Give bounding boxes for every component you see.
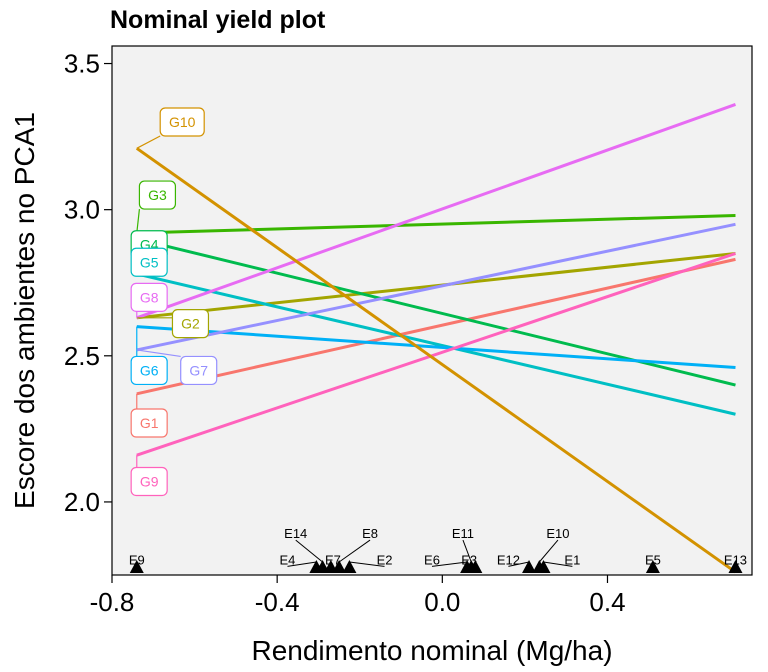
environment-markers: E9 E4 E14 E7 E8 E2 E6 E11 E3 E12 E10 E1 E5 E13 xyxy=(129,526,747,573)
axes: 2.0 2.5 3.0 3.5 -0.8 -0.4 0.0 0.4 xyxy=(64,49,626,617)
genotype-lines xyxy=(135,103,737,574)
series-line-g5 xyxy=(136,272,736,416)
environment-connector xyxy=(349,561,385,567)
environment-e5: E5 xyxy=(645,552,661,573)
environment-label: E6 xyxy=(424,552,440,567)
series-line-g3 xyxy=(136,214,736,235)
label-box xyxy=(130,466,168,497)
series-label-g9: G9 xyxy=(130,455,168,497)
environment-connector xyxy=(543,561,573,567)
environment-triangle xyxy=(129,560,144,573)
x-tick-label: -0.4 xyxy=(255,587,300,617)
environment-triangle xyxy=(536,560,551,573)
environment-label: E4 xyxy=(280,552,296,567)
environment-label: E11 xyxy=(452,526,474,541)
environment-e12: E12 xyxy=(497,552,537,573)
series-line-g9 xyxy=(136,252,736,457)
environment-label: E13 xyxy=(724,552,747,567)
label-text: G2 xyxy=(181,316,200,332)
environment-connector xyxy=(287,561,317,567)
series-label-g2: G2 xyxy=(136,309,210,339)
label-text: G5 xyxy=(140,254,159,270)
environment-label: E12 xyxy=(497,552,520,567)
label-box xyxy=(130,247,168,277)
label-text: G6 xyxy=(140,362,159,378)
label-box xyxy=(180,355,218,386)
label-text: G1 xyxy=(140,415,159,431)
environment-triangle xyxy=(468,560,483,573)
label-box xyxy=(130,282,168,312)
series-label-g6: G6 xyxy=(130,326,168,386)
environment-label: E8 xyxy=(362,526,378,541)
environment-label: E1 xyxy=(564,552,580,567)
environment-label: E10 xyxy=(546,526,569,541)
environment-triangle xyxy=(522,560,537,573)
series-label-g7: G7 xyxy=(136,349,218,386)
environment-label: E14 xyxy=(284,526,307,541)
series-line-g8 xyxy=(136,103,736,320)
label-connector xyxy=(136,349,181,358)
environment-e13: E13 xyxy=(724,552,747,573)
series-label-g1: G1 xyxy=(130,393,168,438)
environment-e1: E1 xyxy=(536,552,580,573)
environment-triangle xyxy=(332,560,347,573)
y-tick-label: 3.5 xyxy=(64,49,100,79)
y-tick-label: 2.5 xyxy=(64,341,100,371)
series-label-g8: G8 xyxy=(130,282,168,318)
environment-e9: E9 xyxy=(129,552,145,573)
label-text: G9 xyxy=(140,473,159,489)
label-text: G3 xyxy=(148,187,167,203)
environment-triangle xyxy=(645,560,660,573)
environment-label: E7 xyxy=(325,552,341,567)
environment-connector xyxy=(462,539,472,563)
environment-label: E2 xyxy=(377,552,393,567)
series-line-g6 xyxy=(136,325,736,369)
environment-label: E5 xyxy=(645,552,661,567)
environment-triangle xyxy=(342,560,357,573)
environment-triangle xyxy=(728,560,743,573)
environment-label: E9 xyxy=(129,552,145,567)
x-axis-label: Rendimento nominal (Mg/ha) xyxy=(251,635,612,666)
y-tick-label: 3.0 xyxy=(64,195,100,225)
environment-e6: E6 xyxy=(424,552,475,573)
x-tick-label: 0.4 xyxy=(589,587,625,617)
label-box xyxy=(138,180,177,210)
label-box xyxy=(130,408,168,438)
environment-e8: E8 xyxy=(332,526,378,573)
y-tick-label: 2.0 xyxy=(64,487,100,517)
label-box xyxy=(130,355,168,386)
y-axis-label: Escore dos ambientes no PCA1 xyxy=(9,112,40,509)
series-line-g10 xyxy=(135,147,737,574)
label-connector xyxy=(136,208,141,234)
environment-e3: E3 xyxy=(461,552,483,573)
series-line-g1 xyxy=(136,257,736,396)
environment-connector xyxy=(338,539,371,563)
label-box xyxy=(171,309,210,339)
environment-connector xyxy=(295,539,323,563)
x-tick-label: -0.8 xyxy=(90,587,135,617)
series-line-g7 xyxy=(136,222,736,352)
label-box xyxy=(159,107,205,137)
environment-connector xyxy=(508,561,530,567)
x-tick-label: 0.0 xyxy=(424,587,460,617)
chart-title: Nominal yield plot xyxy=(110,6,326,34)
environment-e2: E2 xyxy=(342,552,392,573)
series-label-g10: G10 xyxy=(136,107,205,149)
label-text: G10 xyxy=(169,114,196,130)
label-text: G7 xyxy=(189,362,208,378)
environment-label: E3 xyxy=(461,552,477,567)
label-text: G8 xyxy=(140,289,159,305)
environment-connector xyxy=(538,539,559,563)
series-label-g5: G5 xyxy=(130,247,168,277)
label-connector xyxy=(136,135,161,149)
environment-e14: E14 xyxy=(284,526,330,573)
series-label-g3: G3 xyxy=(136,180,177,234)
environment-connector xyxy=(431,561,468,567)
